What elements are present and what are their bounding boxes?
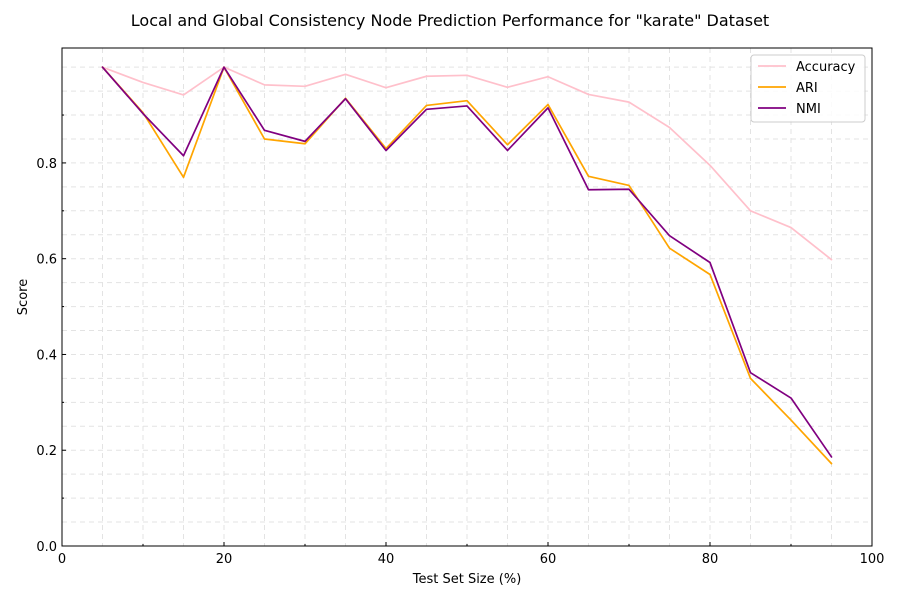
x-tick-label: 0 [58, 552, 66, 567]
x-tick-label: 100 [860, 552, 885, 567]
legend-box [750, 54, 866, 123]
legend-label: Accuracy [796, 60, 856, 75]
legend: Accuracy ARI NMI [750, 54, 866, 123]
y-tick-label: 0.4 [36, 348, 57, 363]
y-tick-label: 0.8 [36, 157, 57, 172]
y-tick-label: 0.6 [36, 253, 57, 268]
y-axis-label: Score [16, 279, 31, 315]
x-tick-label: 80 [702, 552, 719, 567]
x-tick-label: 60 [540, 552, 557, 567]
x-axis-label: Test Set Size (%) [412, 572, 522, 587]
y-tick-label: 0.2 [36, 444, 57, 459]
legend-label: NMI [796, 102, 821, 117]
series-line-nmi [101, 66, 833, 458]
chart-title: Local and Global Consistency Node Predic… [131, 11, 769, 30]
grid [62, 48, 872, 546]
x-tick-label: 20 [216, 552, 233, 567]
legend-label: ARI [796, 81, 818, 96]
x-tick-label: 40 [378, 552, 395, 567]
axis-ticks: 0 20 40 60 80 100 0.0 0.2 0.4 0.6 0.8 [36, 114, 885, 567]
series-layer [101, 66, 833, 465]
y-tick-label: 0.0 [36, 540, 57, 555]
